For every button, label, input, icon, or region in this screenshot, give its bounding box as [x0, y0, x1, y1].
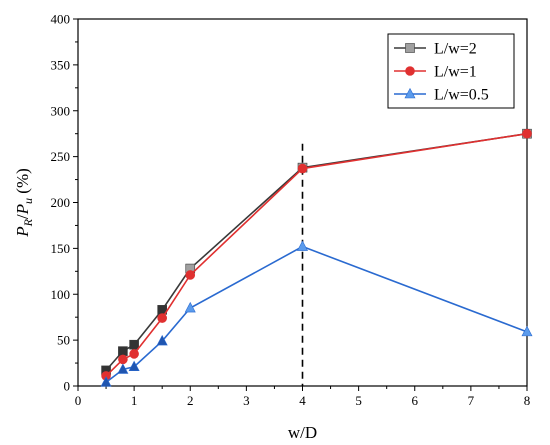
legend-label: L/w=0.5 [434, 87, 489, 104]
y-tick-label: 0 [64, 379, 71, 394]
axis-labels: w/D PR/Pu (%) [13, 168, 317, 442]
ticks: 0 1 2 3 4 5 6 7 8 0 50 100 150 200 250 300 350 400 [51, 12, 531, 409]
data-point [521, 325, 533, 337]
y-tick-label: 400 [51, 12, 71, 27]
data-point [157, 313, 167, 323]
data-point [100, 376, 112, 387]
x-tick-label: 6 [412, 393, 419, 408]
y-tick-label: 150 [51, 241, 71, 256]
data-point [118, 346, 128, 356]
x-tick-label: 0 [75, 393, 82, 408]
y-label-unit: (%) [13, 168, 32, 198]
legend-label: L/w=2 [434, 41, 477, 58]
y-label-p2: P [13, 204, 32, 215]
data-point [185, 270, 196, 280]
data-point [118, 354, 128, 365]
y-tick-label: 250 [51, 149, 71, 164]
x-tick-label: 8 [524, 393, 531, 408]
x-tick-label: 1 [131, 393, 138, 408]
series-line [105, 132, 528, 377]
series-2 [101, 128, 532, 381]
y-tick-label: 100 [51, 287, 71, 302]
y-label-slash: / [13, 214, 32, 219]
y-axis-label: PR/Pu (%) [13, 168, 35, 238]
y-tick-label: 300 [51, 103, 71, 118]
data-point [117, 363, 129, 374]
series-3 [100, 240, 533, 387]
y-label-p1: P [13, 226, 32, 237]
x-tick-label: 3 [243, 393, 250, 408]
x-tick-label: 4 [299, 393, 306, 408]
data-point [156, 334, 168, 346]
data-point [184, 301, 196, 313]
data-point [129, 339, 139, 350]
legend-marker [405, 43, 415, 53]
y-tick-label: 350 [51, 57, 71, 72]
x-tick-label: 2 [187, 393, 194, 408]
y-label-s2: u [21, 198, 35, 204]
data-point [297, 240, 308, 251]
x-axis-label: w/D [288, 423, 317, 442]
y-label-s1: R [21, 218, 35, 227]
series-line [105, 245, 528, 383]
data-point [297, 163, 308, 174]
legend-marker [404, 87, 416, 99]
legend-label: L/w=1 [434, 64, 477, 81]
legend-marker [405, 66, 415, 76]
legend: L/w=2 L/w=1 L/w=0.5 [387, 33, 515, 109]
data-point [129, 349, 139, 359]
data-point [128, 360, 140, 372]
x-tick-label: 7 [468, 393, 475, 408]
data-point [522, 128, 532, 139]
series-layer [100, 128, 533, 387]
x-tick-label: 5 [355, 393, 362, 408]
y-tick-label: 50 [57, 333, 70, 348]
y-tick-label: 200 [51, 195, 71, 210]
